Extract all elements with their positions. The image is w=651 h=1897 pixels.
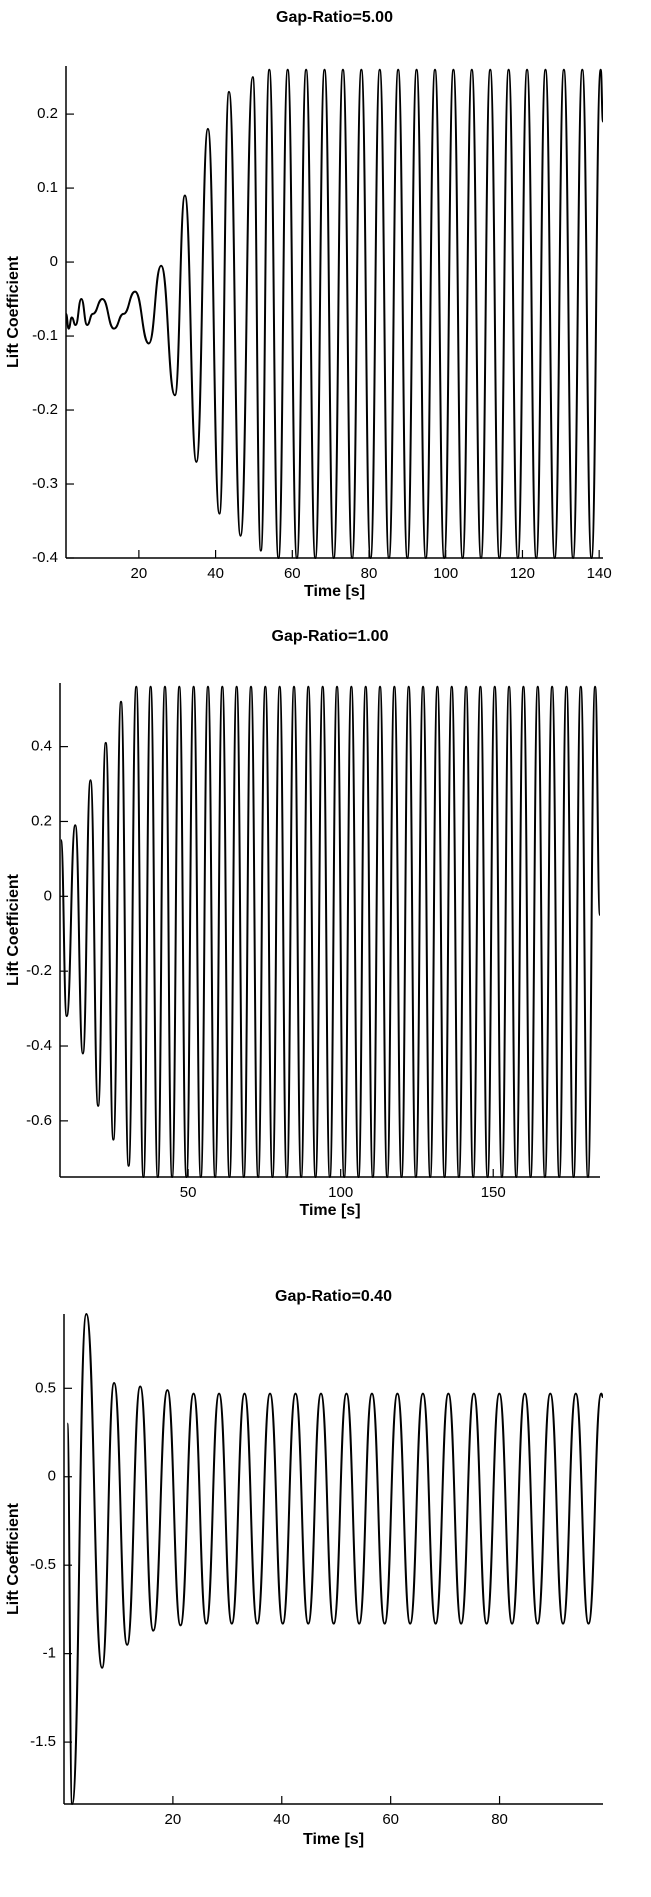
x-tick-label: 140 (587, 565, 612, 582)
y-tick-label: -1.5 (30, 1733, 56, 1750)
y-tick-label: 0.1 (37, 179, 58, 196)
y-tick-label: 0 (48, 1468, 56, 1485)
y-tick-label: -0.2 (32, 401, 58, 418)
y-tick-label: 0.2 (31, 812, 52, 829)
x-tick-label: 40 (273, 1811, 290, 1828)
chart: Gap-Ratio=0.40 Time [s] Lift Coefficient -1… (5, 1288, 603, 1848)
x-tick-label: 60 (382, 1811, 399, 1828)
x-axis-title: Time [s] (304, 583, 365, 600)
y-tick-label: -0.6 (26, 1112, 52, 1129)
y-tick-label: -1 (43, 1645, 56, 1662)
y-tick-label: -0.4 (32, 549, 58, 566)
y-tick-label: 0.5 (35, 1379, 56, 1396)
y-tick-label: -0.2 (26, 962, 52, 979)
y-tick-label: 0 (50, 253, 58, 270)
x-tick-label: 20 (131, 565, 148, 582)
y-tick-label: -0.5 (30, 1556, 56, 1573)
x-tick-label: 100 (328, 1184, 353, 1201)
x-tick-label: 80 (491, 1811, 508, 1828)
x-tick-label: 20 (165, 1811, 182, 1828)
x-axis-title: Time [s] (303, 1831, 364, 1848)
y-tick-label: -0.1 (32, 327, 58, 344)
y-axis-title: Lift Coefficient (5, 1502, 22, 1615)
data-line (66, 68, 603, 560)
chart-title: Gap-Ratio=1.00 (272, 628, 389, 645)
chart-title: Gap-Ratio=0.40 (275, 1288, 392, 1305)
y-tick-label: -0.4 (26, 1037, 52, 1054)
data-line (66, 1312, 603, 1806)
x-tick-label: 60 (284, 565, 301, 582)
y-axis-title: Lift Coefficient (5, 873, 22, 986)
y-axis-title: Lift Coefficient (5, 255, 22, 368)
y-tick-label: 0 (44, 887, 52, 904)
x-tick-label: 80 (361, 565, 378, 582)
y-tick-label: 0.4 (31, 738, 52, 755)
x-tick-label: 120 (510, 565, 535, 582)
x-tick-label: 100 (433, 565, 458, 582)
y-tick-label: 0.2 (37, 105, 58, 122)
chart: Gap-Ratio=5.00 Time [s] Lift Coefficient -0… (5, 9, 611, 600)
data-line (60, 685, 600, 1179)
chart-title: Gap-Ratio=5.00 (276, 9, 393, 26)
x-axis-title: Time [s] (299, 1202, 360, 1219)
x-tick-label: 50 (180, 1184, 197, 1201)
x-tick-label: 40 (207, 565, 224, 582)
x-tick-label: 150 (481, 1184, 506, 1201)
y-tick-label: -0.3 (32, 475, 58, 492)
